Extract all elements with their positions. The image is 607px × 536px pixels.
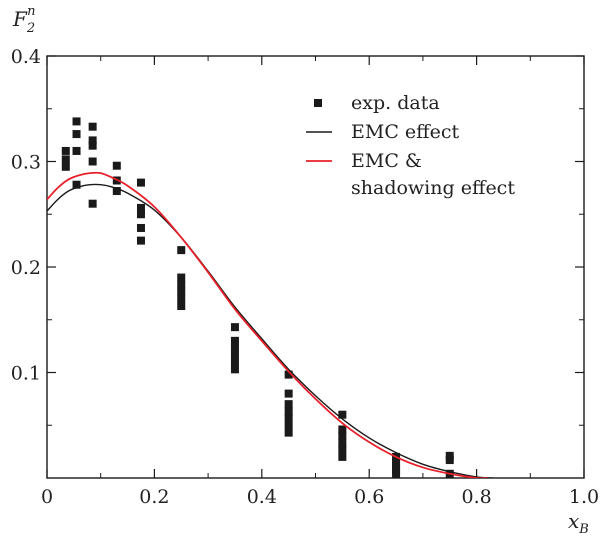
data-point [284,400,293,409]
data-point [177,287,186,296]
y-axis-title: F2 n [12,4,36,36]
data-point [112,187,121,196]
x-axis-title-main: x [568,509,579,533]
data-point [136,210,145,219]
data-point [72,117,81,126]
data-point [177,302,186,311]
data-point [177,273,186,282]
ticks: 0 0.2 0.4 0.6 0.8 1.0 0.1 0.2 0.3 0.4 [11,46,599,508]
axis-labels: xB F2 n [12,4,589,536]
data-point [61,146,70,155]
x-tick-label: 1.0 [569,486,599,508]
data-point [136,236,145,245]
x-tick-label: 0.8 [461,486,491,508]
data-point [72,130,81,139]
data-point [284,421,293,430]
data-point [338,410,347,419]
data-point [392,469,401,478]
data-point [88,157,97,166]
data-point [136,203,145,212]
data-point [338,452,347,461]
data-point [61,155,70,164]
data-point [230,323,239,332]
data-point [61,162,70,171]
y-tick-label: 0.1 [11,363,41,385]
data-point [338,439,347,448]
data-point [230,357,239,366]
legend-marker-data [314,99,322,107]
x-tick-label: 0.4 [247,486,277,508]
y-tick-label: 0.3 [11,152,41,174]
x-axis-title: xB [568,509,589,536]
y-tick-label: 0.2 [11,257,41,279]
data-point [338,445,347,454]
data-point [136,223,145,232]
data-point [445,456,454,465]
data-point [177,280,186,289]
data-point [284,370,293,379]
data-point [284,413,293,422]
data-point [392,461,401,470]
data-point [338,425,347,434]
y-axis-title-sub: 2 [26,21,35,36]
x-tick-label: 0.2 [139,486,169,508]
axes [46,55,585,479]
data-point [284,428,293,437]
legend-label-shadow: shadowing effect [351,177,515,199]
data-point [177,246,186,255]
data-point [230,350,239,359]
data-point [230,336,239,345]
data-point [284,389,293,398]
data-point [177,294,186,303]
y-axis-title-main: F [12,7,28,31]
data-point [338,431,347,440]
x-tick-label: 0.6 [354,486,384,508]
data-point [88,136,97,145]
series-line-emc [47,183,493,478]
data-point [284,407,293,416]
data-point [72,146,81,155]
data-point [136,178,145,187]
data-point [392,457,401,466]
legend: exp. data EMC effect EMC & shadowing effect [306,92,515,199]
series [47,117,493,478]
x-tick-label: 0 [41,486,53,508]
data-point [392,465,401,474]
legend-label-shadow: EMC & [351,150,422,172]
legend-label-data: exp. data [351,92,440,114]
data-point [230,365,239,374]
y-tick-label: 0.4 [11,46,41,68]
data-point [112,161,121,170]
x-axis-title-sub: B [578,522,589,536]
data-point [230,344,239,353]
plot-frame [46,55,585,479]
series-line-shadow [47,171,488,478]
data-point [445,451,454,460]
data-point [88,122,97,131]
legend-label-emc: EMC effect [351,121,460,143]
y-axis-title-sup: n [27,4,35,19]
data-point [72,180,81,189]
data-point [88,199,97,208]
data-point [88,141,97,150]
